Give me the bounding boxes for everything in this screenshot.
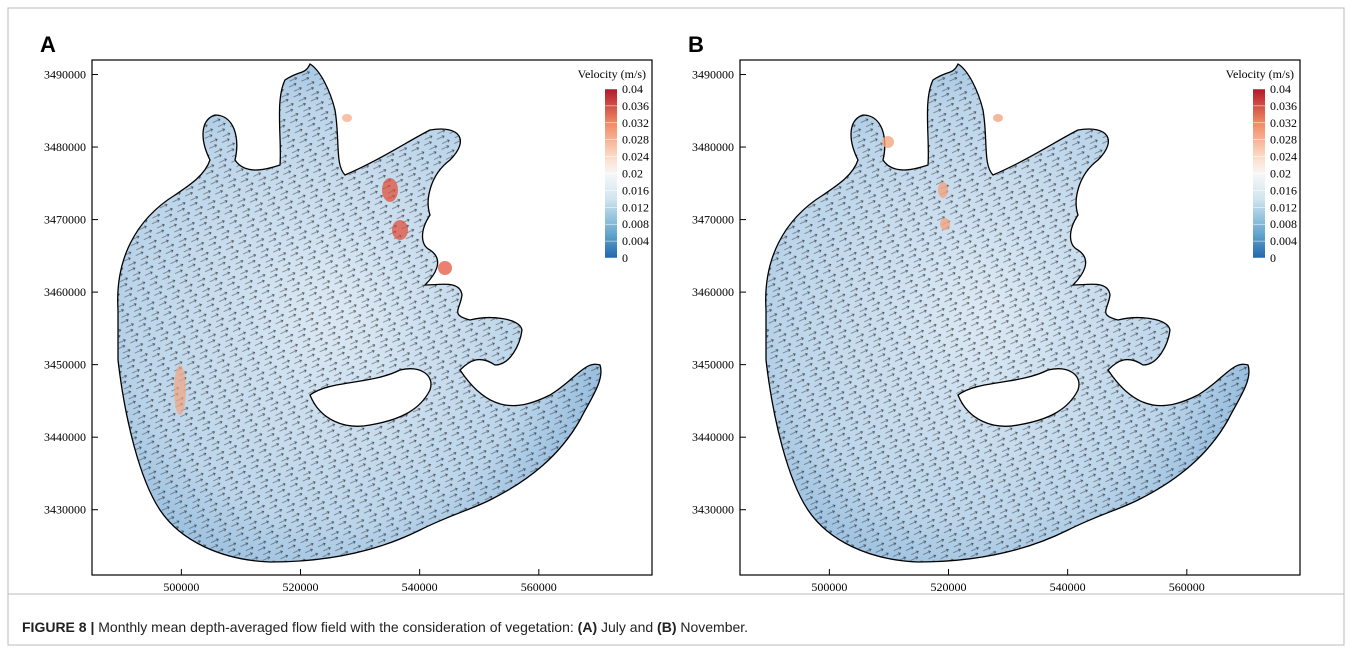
flow-vectors [765,64,1249,562]
colorbar-tick-label: 0.036 [1270,99,1297,113]
colorbar-tick-label: 0.008 [622,217,649,231]
caption-part: July and [597,619,658,635]
colorbar-tick-label: 0.028 [622,133,649,147]
caption-part: (B) [657,619,677,635]
y-tick-label: 3440000 [44,430,86,444]
y-tick-label: 3480000 [44,140,86,154]
colorbar-tick-label: 0.032 [622,116,649,130]
colorbar-tick-label: 0.016 [1270,183,1297,197]
colorbar-title: Velocity (m/s) [578,67,646,81]
colorbar-tick-label: 0.024 [622,150,649,164]
colorbar-tick-label: 0.012 [622,200,649,214]
caption-part: Monthly mean depth-averaged flow field w… [94,619,578,635]
plot-frame [91,59,653,576]
colorbar-tick-label: 0.008 [1270,217,1297,231]
colorbar-tick-label: 0.02 [1270,167,1291,181]
colorbar-tick-label: 0.016 [622,183,649,197]
x-tick-label: 560000 [1169,580,1205,594]
caption-part: (A) [577,619,598,635]
hotspots [882,114,1003,230]
panel-label: A [40,32,56,57]
y-tick-label: 3470000 [692,213,734,227]
colorbar-tick-label: 0.028 [1270,133,1297,147]
colorbar-tick-label: 0.004 [1270,234,1297,248]
frame [7,7,1345,646]
x-tick-label: 540000 [1050,580,1086,594]
colorbar-title: Velocity (m/s) [1226,67,1294,81]
y-tick-label: 3440000 [692,430,734,444]
y-tick-label: 3490000 [692,68,734,82]
plot-frame [739,59,1301,576]
y-tick-label: 3480000 [692,140,734,154]
colorbar-tick-label: 0.036 [622,99,649,113]
y-tick-label: 3450000 [692,358,734,372]
panel: A 500000 520000 540000 560000 3430000 3440000 3… [40,32,653,594]
x-tick-label: 560000 [521,580,557,594]
panel-label: B [688,32,704,57]
y-tick-label: 3460000 [44,285,86,299]
x-tick-label: 520000 [283,580,319,594]
panel: B 500000 520000 540000 560000 3430000 3440000 3… [688,32,1301,594]
x-tick-label: 500000 [811,580,847,594]
y-tick-label: 3450000 [44,358,86,372]
colorbar-tick-label: 0.004 [622,234,649,248]
colorbar-tick-label: 0.012 [1270,200,1297,214]
caption-part: FIGURE 8 | [22,619,95,635]
colorbar-tick-label: 0 [1270,251,1276,265]
y-tick-label: 3470000 [44,213,86,227]
colorbar-tick-label: 0.02 [622,167,643,181]
y-tick-label: 3430000 [692,503,734,517]
caption: FIGURE 8 | Monthly mean depth-averaged f… [22,619,748,635]
y-tick-label: 3490000 [44,68,86,82]
x-tick-label: 500000 [163,580,199,594]
y-tick-label: 3430000 [44,503,86,517]
x-tick-label: 520000 [931,580,967,594]
colorbar-tick-label: 0.024 [1270,150,1297,164]
x-tick-label: 540000 [402,580,438,594]
colorbar-tick-label: 0.04 [1270,82,1291,96]
caption-part: November. [676,619,749,635]
hotspots [174,114,452,415]
colorbar-tick-label: 0.032 [1270,116,1297,130]
y-tick-label: 3460000 [692,285,734,299]
colorbar-tick-label: 0.04 [622,82,643,96]
flow-vectors [117,64,601,562]
colorbar-tick-label: 0 [622,251,628,265]
